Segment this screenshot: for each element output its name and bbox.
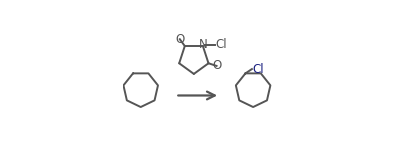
Text: Cl: Cl [253,63,264,76]
Text: N: N [199,38,208,51]
Text: O: O [175,33,184,46]
Text: O: O [212,59,221,72]
Text: Cl: Cl [216,38,227,51]
